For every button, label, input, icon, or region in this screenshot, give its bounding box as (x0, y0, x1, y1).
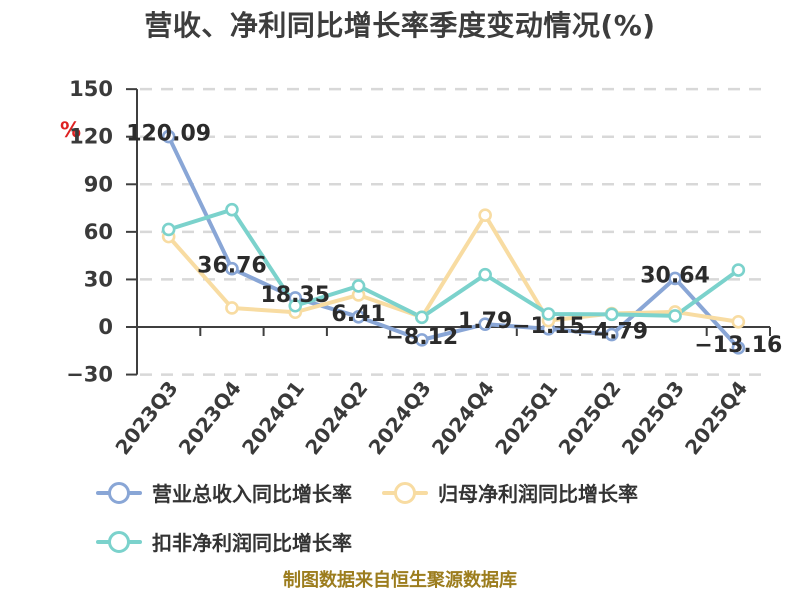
data-point-label: −1.15 (512, 314, 585, 339)
data-point-marker (731, 263, 746, 277)
data-point-marker (415, 333, 429, 347)
data-point-label: 36.76 (197, 254, 267, 279)
y-tick-label: −30 (66, 363, 113, 387)
legend-row-2: 扣非净利润同比增长率 (96, 527, 638, 556)
data-point-label: −8.12 (385, 325, 458, 350)
y-tick-label: 60 (84, 220, 113, 244)
series-line-1 (166, 213, 741, 324)
x-tick-label: 2023Q4 (174, 376, 246, 459)
data-point-marker (415, 310, 429, 325)
data-point-marker (351, 279, 366, 293)
data-point-marker (478, 208, 492, 223)
legend-item-parent-net-profit-yoy: 归母净利润同比增长率 (382, 478, 638, 507)
data-point-marker (288, 298, 303, 313)
x-tick-label: 2024Q2 (300, 376, 372, 459)
x-tick-label: 2025Q2 (553, 376, 625, 459)
legend: 营业总收入同比增长率 归母净利润同比增长率 扣非净利润同比增长率 (96, 478, 638, 576)
x-tick-label: 2024Q1 (237, 376, 309, 459)
data-point-marker (478, 317, 492, 331)
data-point-marker (731, 314, 746, 329)
legend-marker-line-dot-icon (96, 481, 142, 504)
x-tick-label: 2024Q3 (364, 376, 436, 459)
x-tick-label: 2025Q1 (490, 376, 562, 459)
data-point-marker (161, 222, 176, 237)
y-tick-label: 150 (69, 77, 113, 101)
data-point-marker (161, 129, 176, 144)
x-tick-label: 2025Q4 (680, 376, 752, 459)
data-point-marker (731, 341, 746, 355)
data-point-marker (541, 307, 556, 321)
data-point-marker (225, 261, 239, 276)
data-point-label: 6.41 (331, 302, 385, 327)
legend-row-1: 营业总收入同比增长率 归母净利润同比增长率 (96, 478, 638, 507)
y-axis-unit-label: % (60, 118, 82, 142)
legend-marker-line-dot-icon (382, 481, 428, 504)
data-point-label: 18.35 (260, 283, 330, 308)
series-line-2 (166, 207, 741, 320)
legend-item-total-revenue-yoy: 营业总收入同比增长率 (96, 478, 352, 507)
legend-label: 归母净利润同比增长率 (438, 482, 638, 506)
legend-label: 扣非净利润同比增长率 (152, 531, 352, 555)
data-point-label: 30.64 (640, 263, 710, 288)
y-tick-label: 120 (69, 125, 113, 149)
legend-label: 营业总收入同比增长率 (152, 482, 352, 506)
data-point-marker (351, 310, 366, 324)
y-tick-label: 30 (84, 267, 113, 291)
data-point-marker (478, 267, 492, 282)
data-point-label: 1.79 (458, 309, 512, 334)
data-point-label: 120.09 (126, 122, 211, 147)
legend-item-non-gaap-net-profit-yoy: 扣非净利润同比增长率 (96, 527, 352, 556)
data-point-marker (668, 309, 682, 323)
data-point-marker (225, 202, 239, 217)
series-line-0 (166, 134, 741, 350)
x-tick-label: 2023Q3 (110, 376, 182, 459)
data-point-marker (668, 271, 682, 286)
chart-title: 营收、净利同比增长率季度变动情况(%) (144, 9, 656, 42)
x-tick-label: 2024Q4 (427, 376, 499, 459)
source-note: 制图数据来自恒生聚源数据库 (283, 570, 517, 591)
data-point-marker (604, 307, 619, 322)
y-tick-label: 0 (98, 315, 113, 339)
data-point-marker (604, 327, 619, 342)
y-tick-label: 90 (84, 172, 113, 196)
data-point-label: −13.16 (694, 333, 782, 358)
legend-marker-line-dot-icon (96, 530, 142, 553)
data-point-label: −4.79 (575, 320, 648, 345)
data-point-marker (225, 301, 239, 315)
x-tick-label: 2025Q3 (617, 376, 689, 459)
